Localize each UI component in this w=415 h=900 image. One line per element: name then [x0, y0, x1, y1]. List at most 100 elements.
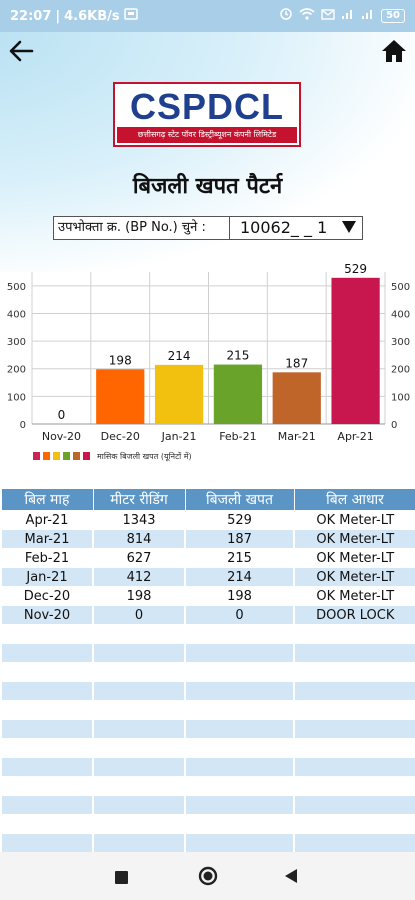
empty-cell: [184, 681, 295, 701]
table-header-row: बिल माह मीटर रीडिंग बिजली खपत बिल आधार: [0, 488, 415, 512]
square-icon: [115, 869, 128, 888]
y-tick-label-left: 200: [7, 365, 26, 376]
x-tick-label: Mar-21: [278, 430, 316, 443]
empty-cell: [0, 643, 94, 663]
wifi-icon: [299, 8, 315, 24]
cell-meter-reading: 198: [92, 586, 186, 606]
empty-cell: [92, 757, 186, 777]
empty-table-row: [0, 795, 415, 815]
empty-cell: [92, 738, 186, 758]
empty-cell: [293, 776, 415, 796]
empty-cell: [184, 814, 295, 834]
empty-cell: [293, 833, 415, 853]
logo-subtitle: छत्तीसगढ़ स्टेट पॉवर डिस्ट्रीब्यूशन कंपन…: [117, 127, 297, 143]
empty-cell: [293, 795, 415, 815]
bar-feb-21: [213, 364, 263, 424]
data-label: 198: [109, 353, 132, 367]
home-button[interactable]: [379, 38, 409, 68]
legend-swatch: [83, 452, 90, 460]
cell-bill-month: Nov-20: [0, 605, 94, 625]
cell-consumption: 0: [184, 605, 295, 625]
empty-cell: [293, 738, 415, 758]
x-tick-label: Nov-20: [42, 430, 81, 443]
empty-table-row: [0, 643, 415, 663]
home-icon: [381, 39, 407, 67]
bp-label: उपभोक्ता क्र. (BP No.) चुने :: [54, 217, 230, 239]
empty-cell: [293, 814, 415, 834]
table-row: Apr-21 1343 529 OK Meter-LT: [0, 510, 415, 530]
chart-svg: 0 0 100 100 200 200 300 300 400 400 500 500 0 Nov-20 1…: [7, 262, 410, 443]
empty-cell: [184, 643, 295, 663]
cell-meter-reading: 412: [92, 567, 186, 587]
cell-bill-month: Feb-21: [0, 548, 94, 568]
empty-cell: [184, 624, 295, 644]
empty-cell: [293, 700, 415, 720]
data-label: 529: [344, 262, 367, 276]
cell-consumption: 214: [184, 567, 295, 587]
legend-label: मासिक बिजली खपत (यूनिटों में): [97, 451, 192, 461]
header-consumption: बिजली खपत: [184, 488, 295, 512]
empty-cell: [0, 833, 94, 853]
empty-cell: [0, 681, 94, 701]
cell-consumption: 215: [184, 548, 295, 568]
empty-cell: [184, 738, 295, 758]
nav-home-button[interactable]: [198, 866, 218, 890]
y-tick-label-right: 400: [391, 309, 410, 320]
bar-jan-21: [154, 364, 204, 424]
cell-meter-reading: 1343: [92, 510, 186, 530]
cell-bill-month: Jan-21: [0, 567, 94, 587]
empty-cell: [92, 662, 186, 682]
empty-cell: [0, 795, 94, 815]
cell-meter-reading: 0: [92, 605, 186, 625]
bp-dropdown[interactable]: 10062_ _ 1: [230, 217, 362, 239]
legend-swatch: [43, 452, 50, 460]
cell-consumption: 198: [184, 586, 295, 606]
nav-recent-button[interactable]: [115, 869, 128, 888]
empty-cell: [92, 814, 186, 834]
cell-bill-basis: OK Meter-LT: [293, 548, 415, 568]
circle-icon: [198, 866, 218, 890]
y-tick-label-left: 400: [7, 309, 26, 320]
cell-bill-basis: OK Meter-LT: [293, 586, 415, 606]
empty-cell: [0, 738, 94, 758]
signal-icon: [341, 8, 355, 24]
status-bar: 22:07 | 4.6KB/s 50: [0, 0, 415, 32]
table-row: Dec-20 198 198 OK Meter-LT: [0, 586, 415, 606]
cell-bill-basis: OK Meter-LT: [293, 567, 415, 587]
empty-cell: [92, 700, 186, 720]
x-tick-label: Apr-21: [337, 430, 373, 443]
empty-table-row: [0, 776, 415, 796]
cell-bill-basis: DOOR LOCK: [293, 605, 415, 625]
bar-dec-20: [96, 369, 145, 424]
data-label: 187: [285, 356, 308, 370]
empty-cell: [92, 624, 186, 644]
empty-table-row: [0, 624, 415, 644]
triangle-icon: [284, 869, 298, 888]
empty-cell: [184, 833, 295, 853]
empty-table-row: [0, 757, 415, 777]
y-tick-label-right: 200: [391, 365, 410, 376]
empty-cell: [293, 681, 415, 701]
legend-swatch: [73, 452, 80, 460]
empty-cell: [92, 833, 186, 853]
data-label: 0: [58, 408, 66, 422]
empty-cell: [0, 719, 94, 739]
alarm-icon: [279, 7, 293, 25]
nav-back-button[interactable]: [284, 868, 298, 888]
back-button[interactable]: [6, 38, 36, 68]
empty-table-row: [0, 738, 415, 758]
x-tick-label: Feb-21: [219, 430, 256, 443]
empty-cell: [0, 700, 94, 720]
legend-swatches: [33, 452, 90, 460]
empty-cell: [184, 757, 295, 777]
cell-bill-basis: OK Meter-LT: [293, 529, 415, 549]
data-label: 215: [226, 349, 249, 363]
empty-cell: [293, 757, 415, 777]
empty-table-row: [0, 719, 415, 739]
table-row: Mar-21 814 187 OK Meter-LT: [0, 529, 415, 549]
legend-swatch: [33, 452, 40, 460]
table-row: Jan-21 412 214 OK Meter-LT: [0, 567, 415, 587]
notification-icon: [123, 8, 138, 24]
header-meter-reading: मीटर रीडिंग: [92, 488, 186, 512]
empty-cell: [184, 795, 295, 815]
